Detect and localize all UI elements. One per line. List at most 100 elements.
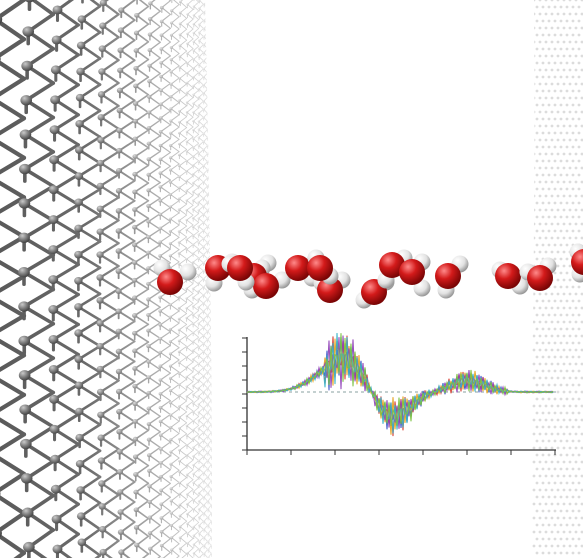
carbon-atom [571, 173, 575, 177]
carbon-atom [538, 348, 542, 352]
left-wall-depth-fade [0, 0, 215, 558]
carbon-atom [556, 334, 560, 338]
carbon-atom [541, 131, 545, 135]
carbon-atom [538, 250, 542, 254]
carbon-atom [535, 439, 539, 443]
carbon-atom [550, 166, 554, 170]
carbon-atom [547, 467, 551, 471]
carbon-atom [565, 257, 569, 261]
carbon-atom [553, 75, 557, 79]
carbon-atom [565, 341, 569, 345]
carbon-atom [544, 68, 548, 72]
carbon-atom [538, 460, 542, 464]
carbon-atom [556, 376, 560, 380]
carbon-atom [538, 418, 542, 422]
carbon-atom [547, 5, 551, 9]
carbon-atom [535, 103, 539, 107]
carbon-atom [541, 117, 545, 121]
carbon-atom [562, 488, 566, 492]
carbon-atom [547, 159, 551, 163]
carbon-atom [562, 26, 566, 30]
carbon-atom [559, 397, 563, 401]
carbon-atom [571, 355, 575, 359]
carbon-atom [538, 166, 542, 170]
carbon-atom [574, 320, 578, 324]
carbon-atom [553, 19, 557, 23]
carbon-atom [550, 12, 554, 16]
carbon-atom [538, 446, 542, 450]
carbon-atom [577, 439, 581, 443]
carbon-atom [571, 467, 575, 471]
carbon-atom [577, 509, 581, 513]
carbon-atom [574, 474, 578, 478]
carbon-atom [556, 264, 560, 268]
carbon-atom [574, 12, 578, 16]
carbon-atom [574, 194, 578, 198]
carbon-atom [568, 544, 572, 548]
carbon-atom [565, 131, 569, 135]
carbon-atom [562, 390, 566, 394]
carbon-atom [553, 397, 557, 401]
carbon-atom [544, 138, 548, 142]
carbon-atom [547, 299, 551, 303]
carbon-atom [547, 411, 551, 415]
carbon-atom [547, 187, 551, 191]
carbon-atom [550, 320, 554, 324]
carbon-atom [547, 201, 551, 205]
carbon-atom [538, 110, 542, 114]
carbon-atom [535, 411, 539, 415]
carbon-atom [541, 145, 545, 149]
carbon-atom [538, 12, 542, 16]
carbon-atom [544, 334, 548, 338]
carbon-atom [544, 418, 548, 422]
carbon-atom [574, 306, 578, 310]
carbon-atom [541, 201, 545, 205]
carbon-atom [541, 47, 545, 51]
carbon-atom [535, 467, 539, 471]
carbon-atom [550, 68, 554, 72]
oxygen-atom [317, 277, 343, 303]
carbon-atom [562, 264, 566, 268]
carbon-atom [550, 124, 554, 128]
carbon-atom [562, 138, 566, 142]
oxygen-atom [379, 252, 405, 278]
carbon-atom [568, 208, 572, 212]
carbon-atom [541, 341, 545, 345]
carbon-atom [544, 208, 548, 212]
carbon-atom [556, 110, 560, 114]
carbon-atom [574, 152, 578, 156]
carbon-atom [571, 19, 575, 23]
carbon-atom [541, 229, 545, 233]
plot-ticks [242, 337, 556, 455]
carbon-atom [568, 194, 572, 198]
carbon-atom [553, 551, 557, 555]
carbon-atom [556, 250, 560, 254]
carbon-atom [559, 439, 563, 443]
carbon-atom [538, 376, 542, 380]
carbon-atom [568, 68, 572, 72]
carbon-atom [568, 180, 572, 184]
carbon-atom [553, 173, 557, 177]
carbon-atom [577, 383, 581, 387]
carbon-atom [550, 180, 554, 184]
carbon-atom [535, 453, 539, 457]
carbon-atom [547, 327, 551, 331]
carbon-atom [565, 383, 569, 387]
carbon-atom [535, 537, 539, 541]
carbon-atom [562, 96, 566, 100]
carbon-atom [574, 166, 578, 170]
carbon-atom [541, 243, 545, 247]
carbon-atom [547, 313, 551, 317]
carbon-atom [562, 194, 566, 198]
carbon-atom [571, 551, 575, 555]
carbon-atom [568, 306, 572, 310]
carbon-atom [559, 509, 563, 513]
carbon-atom [571, 397, 575, 401]
carbon-atom [559, 33, 563, 37]
water-molecule [569, 243, 583, 283]
carbon-atom [574, 222, 578, 226]
carbon-atom [556, 278, 560, 282]
carbon-atom [535, 173, 539, 177]
carbon-atom [574, 390, 578, 394]
